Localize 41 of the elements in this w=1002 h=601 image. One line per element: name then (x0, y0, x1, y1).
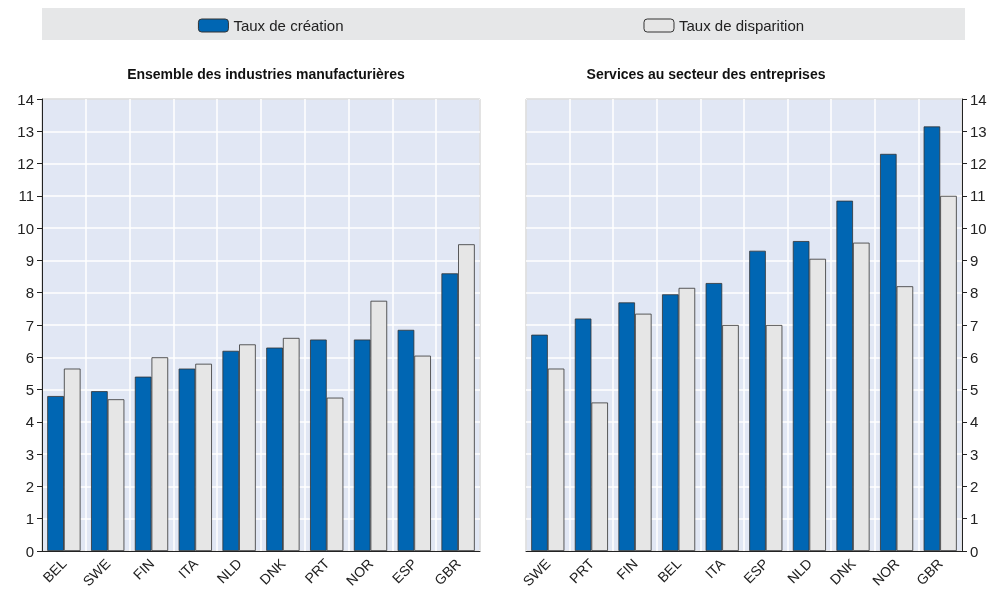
y-tick-label: 14 (970, 90, 987, 108)
y-tick-label: 8 (25, 284, 34, 302)
y-tick-label: 12 (970, 155, 987, 173)
y-tick-label: 1 (970, 510, 979, 528)
y-tick-label: 1 (25, 510, 34, 528)
y-tick-label: 4 (25, 413, 34, 431)
y-tick-label: 11 (18, 187, 34, 205)
chart-title: Services au secteur des entreprises (586, 66, 826, 82)
y-tick-label: 9 (970, 251, 979, 269)
y-tick-label: 13 (970, 122, 987, 140)
y-tick-label: 7 (25, 316, 34, 334)
y-tick-label: 13 (17, 122, 34, 140)
x-tick-label: NLD (783, 555, 816, 587)
y-tick-label: 3 (970, 445, 979, 463)
x-tick-label: ITA (701, 554, 729, 582)
y-tick-label: 14 (17, 90, 34, 108)
chart-title: Ensemble des industries manufacturières (127, 66, 406, 82)
y-tick-label: 2 (970, 477, 979, 495)
y-tick-label: 8 (970, 284, 979, 302)
legend-label: Taux de création (233, 17, 344, 34)
x-tick-label: FIN (129, 555, 158, 583)
y-tick-label: 11 (970, 187, 986, 205)
y-tick-label: 5 (970, 381, 979, 399)
y-tick-label: 7 (970, 316, 979, 334)
x-tick-label: FIN (613, 555, 641, 583)
y-tick-label: 10 (17, 219, 34, 237)
y-tick-label: 0 (970, 542, 979, 560)
y-tick-label: 6 (25, 348, 34, 366)
y-tick-label: 2 (25, 477, 34, 495)
y-tick-label: 6 (970, 348, 979, 366)
x-tick-label: BEL (654, 555, 685, 586)
y-tick-label: 0 (25, 542, 34, 560)
y-tick-label: 12 (17, 155, 34, 173)
y-tick-label: 4 (970, 413, 979, 431)
x-tick-label: ITA (174, 554, 202, 582)
x-tick-label: BEL (39, 555, 70, 586)
y-tick-label: 10 (970, 219, 987, 237)
y-tick-label: 3 (25, 445, 34, 463)
y-tick-label: 5 (25, 381, 34, 399)
y-tick-label: 9 (25, 251, 34, 269)
legend-label: Taux de disparition (679, 17, 805, 34)
